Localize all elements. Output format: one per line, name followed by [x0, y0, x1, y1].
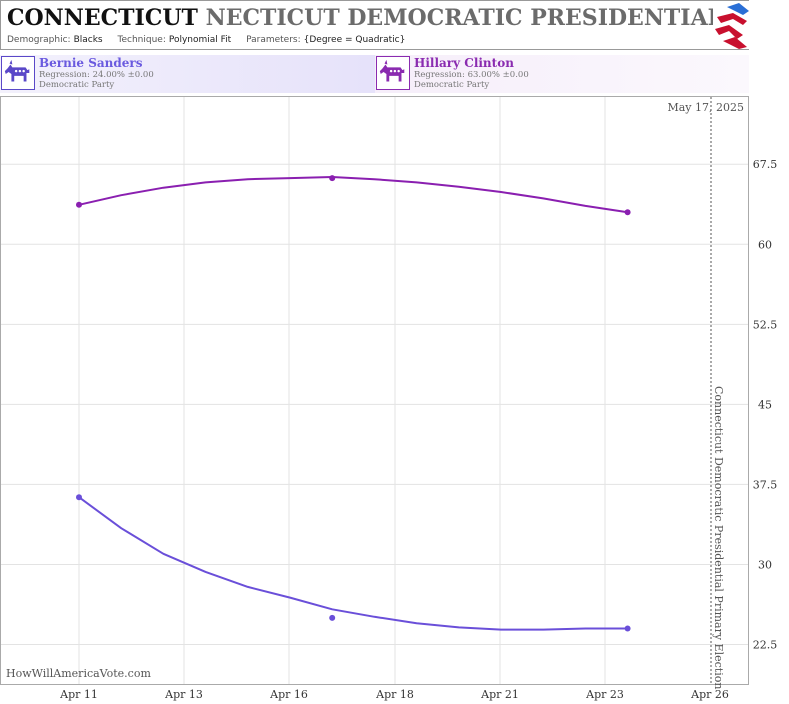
- demographic-value: Blacks: [73, 35, 103, 45]
- technique-value: Polynomial Fit: [168, 35, 232, 45]
- x-tick-label: Apr 18: [375, 688, 414, 701]
- y-tick-label: 52.5: [753, 318, 778, 331]
- y-tick-label: 37.5: [753, 478, 778, 491]
- y-tick-label: 22.5: [753, 639, 778, 652]
- candidate-party: Democratic Party: [39, 80, 115, 90]
- series-point-clinton: [329, 175, 336, 182]
- chart-header: CONNECTICUT NECTICUT DEMOCRATIC PRESIDEN…: [0, 0, 749, 50]
- site-logo-icon: [713, 1, 749, 49]
- election-label: Connecticut Democratic Presidential Prim…: [712, 386, 725, 689]
- title-state: CONNECTICUT: [7, 5, 198, 31]
- democratic-donkey-icon: [1, 56, 35, 90]
- chart-subtitle: Demographic: Blacks Technique: Polynomial …: [7, 35, 417, 45]
- candidate-party: Democratic Party: [414, 80, 490, 90]
- candidate-card-sanders: Bernie Sanders Regression: 24.00% ±0.00 …: [0, 55, 375, 93]
- series-point-sanders: [329, 614, 336, 621]
- series-line-clinton: [78, 176, 628, 214]
- y-tick-label: 60: [758, 238, 772, 251]
- series-point-clinton: [624, 209, 631, 216]
- series-point-sanders: [76, 494, 82, 501]
- candidate-bar: Bernie Sanders Regression: 24.00% ±0.00 …: [0, 55, 749, 93]
- candidate-name: Bernie Sanders: [39, 56, 143, 70]
- technique-label: Technique:: [117, 35, 166, 45]
- democratic-donkey-icon: [376, 56, 410, 90]
- candidate-regression: Regression: 24.00% ±0.00: [39, 70, 154, 80]
- title-scrolling: NECTICUT DEMOCRATIC PRESIDENTIAL PRIMAR: [205, 5, 749, 31]
- x-tick-label: Apr 21: [480, 688, 519, 701]
- x-tick-label: Apr 13: [164, 688, 203, 701]
- x-tick-label: Apr 16: [269, 688, 308, 701]
- series-point-clinton: [76, 201, 82, 208]
- y-tick-label: 67.5: [753, 158, 778, 171]
- candidate-name: Hillary Clinton: [414, 56, 514, 70]
- series-line-sanders: [78, 496, 628, 631]
- x-tick-label: Apr 23: [585, 688, 624, 701]
- y-tick-label: 30: [758, 558, 772, 571]
- parameters-label: Parameters:: [246, 35, 301, 45]
- x-tick-label: Apr 26: [690, 688, 729, 701]
- y-tick-label: 45: [758, 398, 772, 411]
- plot-frame: [0, 96, 749, 685]
- poll-chart: Apr 11 Apr 13 Apr 16 Apr 18 Apr 21 Apr 23 Apr …: [0, 96, 778, 701]
- candidate-card-clinton: Hillary Clinton Regression: 63.00% ±0.00…: [375, 55, 749, 93]
- candidate-regression: Regression: 63.00% ±0.00: [414, 70, 529, 80]
- parameters-value: {Degree = Quadratic}: [303, 35, 406, 45]
- demographic-label: Demographic:: [7, 35, 71, 45]
- chart-title: CONNECTICUT NECTICUT DEMOCRATIC PRESIDEN…: [7, 5, 749, 31]
- series-point-sanders: [624, 625, 631, 632]
- date-stamp: May 17, 2025: [667, 101, 744, 114]
- x-tick-label: Apr 11: [59, 688, 98, 701]
- watermark: HowWillAmericaVote.com: [6, 667, 151, 680]
